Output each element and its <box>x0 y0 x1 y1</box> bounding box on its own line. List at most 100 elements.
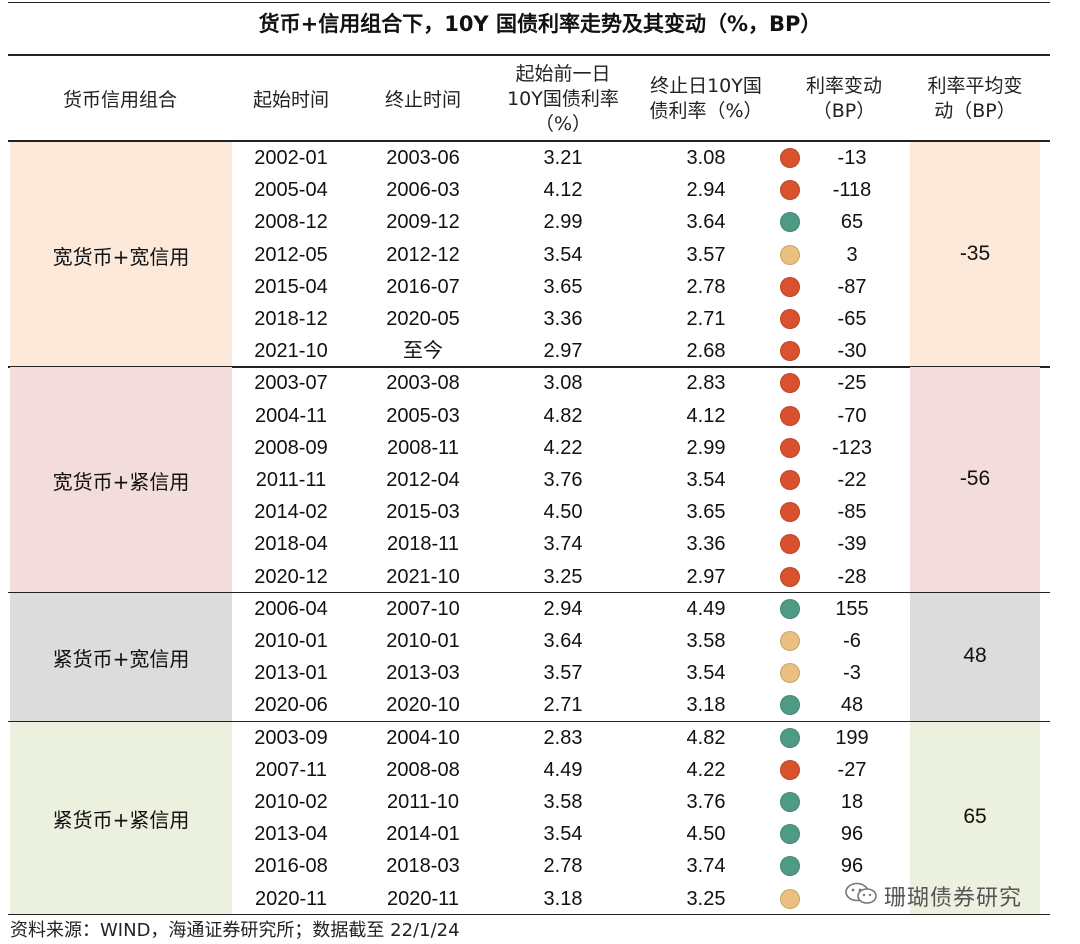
cell-change: -28 <box>837 565 867 588</box>
cell-final: 3.64 <box>686 211 726 234</box>
status-dot-icon <box>780 502 800 523</box>
header-start: 起始时间 <box>252 89 329 111</box>
cell-final: 3.57 <box>686 243 726 266</box>
table-rule <box>8 913 1050 916</box>
cell-start: 2004-11 <box>255 404 327 427</box>
cell-change: 65 <box>840 211 864 234</box>
status-dot-icon <box>780 534 800 555</box>
header-end: 终止时间 <box>384 89 461 111</box>
cell-start: 2018-04 <box>254 533 328 556</box>
table-rule <box>8 366 1050 368</box>
cell-prev: 2.99 <box>543 211 583 234</box>
header-end-rate-line1: 终止日10Y国 <box>650 75 762 97</box>
group-avg-bg <box>910 721 1040 915</box>
cell-final: 3.25 <box>686 887 726 910</box>
cell-end: 至今 <box>403 340 443 363</box>
cell-prev: 3.54 <box>543 243 583 266</box>
table-rule <box>8 720 1050 723</box>
cell-end: 2016-07 <box>386 275 460 298</box>
status-dot-icon <box>780 856 800 877</box>
cell-change: 3 <box>846 243 858 266</box>
cell-start: 2002-01 <box>254 147 328 169</box>
group-avg-bg <box>910 367 1040 593</box>
cell-prev: 2.97 <box>543 340 583 363</box>
cell-start: 2006-04 <box>254 597 328 620</box>
cell-end: 2012-04 <box>386 469 460 491</box>
group-avg-change: -56 <box>959 467 991 491</box>
cell-prev: 4.12 <box>543 179 583 202</box>
group-label: 宽货币+宽信用 <box>52 244 190 269</box>
status-dot-icon <box>780 437 800 458</box>
cell-start: 2003-09 <box>254 726 328 749</box>
cell-change: -87 <box>837 275 867 298</box>
cell-final: 4.49 <box>686 597 726 620</box>
group-label: 紧货币+宽信用 <box>52 647 190 672</box>
cell-final: 2.99 <box>686 436 726 459</box>
cell-end: 2005-03 <box>386 404 460 427</box>
cell-prev: 3.58 <box>543 791 583 813</box>
cell-final: 2.68 <box>686 340 726 363</box>
cell-end: 2004-10 <box>386 726 460 749</box>
cell-prev: 2.71 <box>543 694 583 717</box>
status-dot-icon <box>780 276 800 297</box>
cell-end: 2014-01 <box>386 823 460 846</box>
watermark: 珊瑚债券研究 <box>884 886 1023 911</box>
cell-change: -3 <box>843 662 861 685</box>
cell-final: 2.78 <box>686 275 726 298</box>
cell-end: 2015-03 <box>386 501 460 524</box>
cell-end: 2021-10 <box>386 565 460 588</box>
cell-change: -25 <box>837 372 867 395</box>
cell-start: 2020-11 <box>255 887 327 910</box>
cell-prev: 3.57 <box>543 662 583 685</box>
table-title: 货币+信用组合下，10Y 国债利率走势及其变动（%，BP） <box>258 12 822 36</box>
cell-prev: 3.64 <box>543 630 583 652</box>
cell-end: 2009-12 <box>386 211 460 234</box>
cell-change: -6 <box>843 630 861 652</box>
group-avg-bg <box>910 142 1040 368</box>
cell-start: 2007-11 <box>255 758 327 781</box>
cell-change: -39 <box>837 533 867 556</box>
cell-final: 3.54 <box>686 662 726 685</box>
cell-prev: 2.78 <box>543 855 583 878</box>
header-prev-rate-line2: 10Y国债利率 <box>507 88 619 110</box>
group-label-bg <box>10 592 232 722</box>
cell-prev: 4.22 <box>543 436 583 459</box>
group-label-bg <box>10 367 232 593</box>
cell-change: -65 <box>837 308 867 330</box>
cell-start: 2011-11 <box>255 469 327 491</box>
cell-final: 4.22 <box>686 758 726 781</box>
group-label-bg <box>10 721 232 915</box>
cell-prev: 4.50 <box>543 501 583 524</box>
title-top-rule <box>8 2 1050 3</box>
cell-final: 3.18 <box>686 694 726 717</box>
cell-start: 2010-01 <box>254 630 328 652</box>
cell-prev: 3.08 <box>543 372 583 395</box>
cell-end: 2011-10 <box>387 791 459 813</box>
status-dot-icon <box>780 792 800 812</box>
cell-final: 3.08 <box>686 147 726 169</box>
group-avg-change: -35 <box>959 241 991 265</box>
cell-start: 2012-05 <box>254 243 328 266</box>
status-dot-icon <box>780 244 800 265</box>
cell-prev: 3.36 <box>543 308 583 330</box>
cell-change: -85 <box>837 501 867 524</box>
header-avg-change: 利率平均变 动（BP） <box>910 74 1040 124</box>
cell-change: 96 <box>840 823 864 846</box>
cell-final: 3.36 <box>686 533 726 556</box>
status-dot-icon <box>780 309 800 329</box>
cell-change: 96 <box>840 855 864 878</box>
header-end-rate: 终止日10Y国 债利率（%） <box>636 74 776 124</box>
cell-prev: 3.18 <box>543 887 583 910</box>
title-bottom-rule <box>8 54 1050 56</box>
cell-prev: 3.65 <box>543 275 583 298</box>
cell-start: 2018-12 <box>254 308 328 330</box>
status-dot-icon <box>780 180 800 201</box>
status-dot-icon <box>780 470 800 490</box>
cell-start: 2021-10 <box>254 340 328 363</box>
cell-start: 2008-12 <box>254 211 328 234</box>
cell-end: 2018-03 <box>386 855 460 878</box>
cell-change: -30 <box>837 340 867 363</box>
header-avg-change-line2: 动（BP） <box>934 100 1016 122</box>
status-dot-icon <box>780 663 800 684</box>
cell-end: 2018-11 <box>387 533 459 556</box>
